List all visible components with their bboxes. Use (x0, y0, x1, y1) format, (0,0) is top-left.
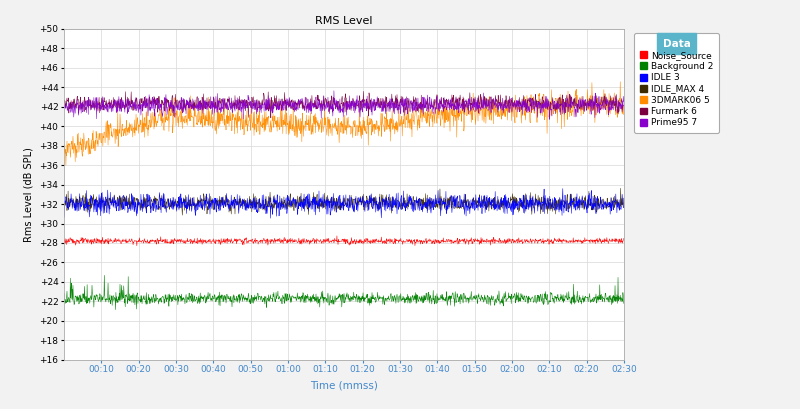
Title: RMS Level: RMS Level (315, 16, 373, 27)
X-axis label: Time (mmss): Time (mmss) (310, 380, 378, 390)
Y-axis label: Rms Level (dB SPL): Rms Level (dB SPL) (24, 147, 34, 242)
Legend: Noise_Source, Background 2, IDLE 3, IDLE_MAX 4, 3DMARK06 5, Furmark 6, Prime95 7: Noise_Source, Background 2, IDLE 3, IDLE… (634, 33, 719, 133)
